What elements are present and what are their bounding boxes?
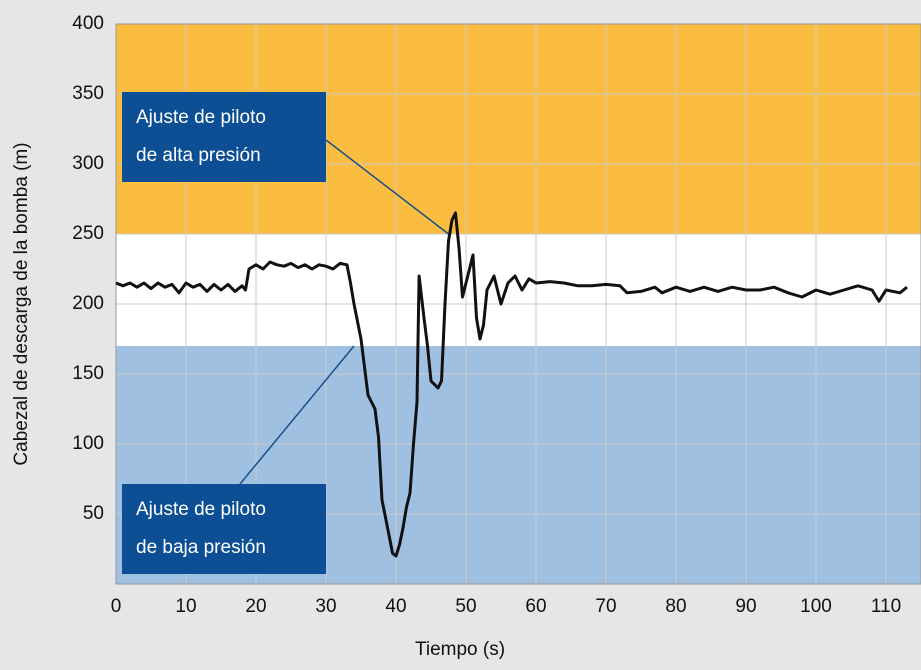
y-tick-label: 150: [72, 363, 104, 384]
x-tick-label: 50: [455, 596, 476, 617]
x-tick-label: 30: [315, 596, 336, 617]
annotation-box: [122, 484, 326, 574]
data-line: [115, 211, 908, 558]
y-tick-label: 400: [72, 13, 104, 34]
annotation-text: de alta presión: [136, 145, 261, 166]
band: [116, 234, 921, 346]
x-axis-label: Tiempo (s): [415, 639, 505, 660]
y-tick-label: 250: [72, 223, 104, 244]
x-tick-label: 20: [245, 596, 266, 617]
x-tick-label: 10: [175, 596, 196, 617]
leader-line: [325, 139, 449, 235]
y-tick-label: 100: [72, 433, 104, 454]
annotation-box: [122, 92, 326, 182]
y-tick-label: 200: [72, 293, 104, 314]
x-tick-label: 110: [871, 596, 901, 617]
plot-border: [115, 23, 921, 585]
annotation-text: Ajuste de piloto: [136, 499, 266, 520]
annotation-text: Ajuste de piloto: [136, 107, 266, 128]
x-tick-label: 60: [525, 596, 546, 617]
y-tick-label: 50: [83, 503, 104, 524]
x-tick-label: 90: [735, 596, 756, 617]
y-tick-label: 350: [72, 83, 104, 104]
x-tick-label: 80: [665, 596, 686, 617]
x-tick-label: 70: [595, 596, 616, 617]
annotation-text: de baja presión: [136, 537, 266, 558]
x-tick-label: 100: [800, 596, 832, 617]
leader-line: [239, 345, 355, 485]
x-tick-label: 40: [385, 596, 406, 617]
y-tick-label: 300: [72, 153, 104, 174]
x-tick-label: 0: [111, 596, 122, 617]
y-axis-label: Cabezal de descarga de la bomba (m): [11, 142, 32, 465]
